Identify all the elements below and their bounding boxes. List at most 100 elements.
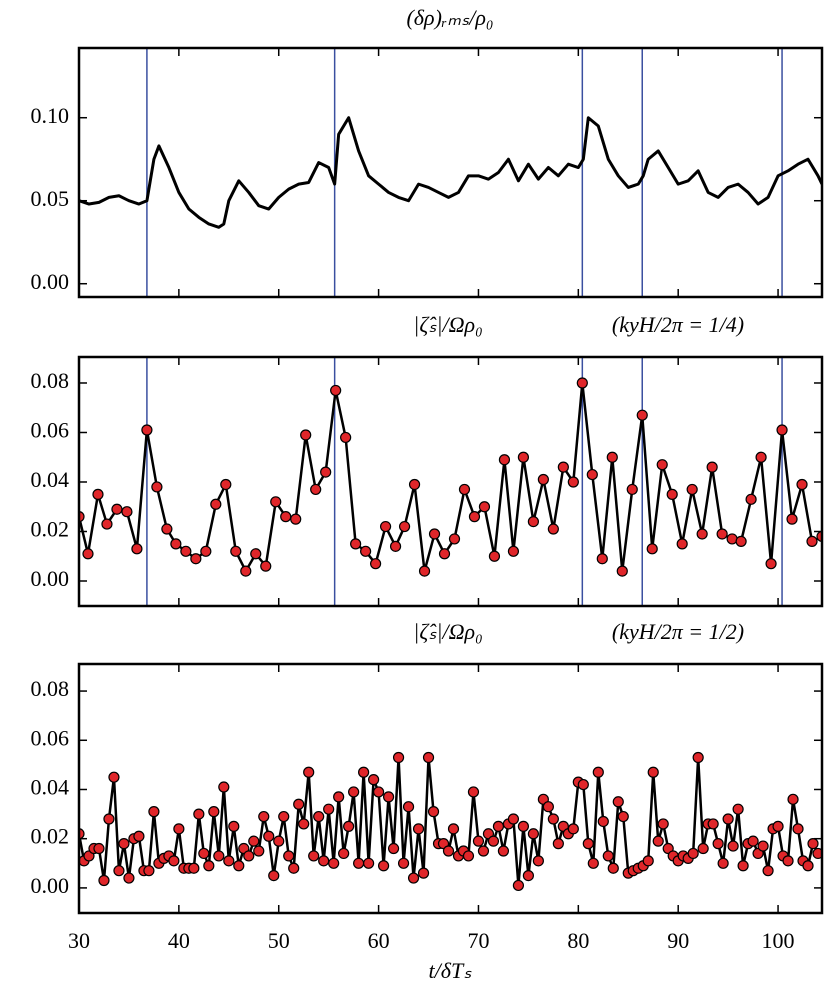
data-point xyxy=(787,793,799,805)
data-point xyxy=(260,560,272,572)
y-tick-label: 0.06 xyxy=(31,725,70,750)
data-point xyxy=(612,796,624,808)
data-point xyxy=(567,476,579,488)
data-point xyxy=(198,847,210,860)
data-point xyxy=(686,483,698,496)
plot-area xyxy=(79,357,822,606)
data-point xyxy=(230,545,242,557)
y-tick-label: 0.06 xyxy=(31,418,70,443)
data-point xyxy=(488,550,501,562)
data-point xyxy=(542,801,554,813)
data-point xyxy=(151,481,163,493)
data-point xyxy=(360,545,372,557)
data-point xyxy=(407,872,420,884)
data-point xyxy=(507,545,520,557)
data-point xyxy=(626,483,638,496)
data-point xyxy=(492,820,505,832)
data-point xyxy=(353,857,365,869)
data-point xyxy=(587,857,599,869)
data-point xyxy=(193,808,205,820)
data-point xyxy=(389,540,402,552)
data-point xyxy=(477,845,490,857)
data-point xyxy=(243,850,255,862)
data-point xyxy=(427,806,440,818)
data-point xyxy=(173,823,185,835)
x-tick-label: 40 xyxy=(168,928,190,953)
x-tick-label: 80 xyxy=(567,928,589,953)
data-point xyxy=(268,870,280,882)
data-point xyxy=(522,870,534,882)
plot-frame xyxy=(77,355,824,608)
data-point xyxy=(747,835,759,847)
data-point xyxy=(161,523,173,535)
data-point xyxy=(293,798,305,810)
data-point xyxy=(148,806,160,818)
data-point xyxy=(398,520,411,533)
plot-area xyxy=(79,664,822,913)
data-point xyxy=(273,835,285,847)
data-point xyxy=(121,506,133,518)
data-point xyxy=(422,751,435,764)
data-point xyxy=(103,813,115,825)
data-point xyxy=(210,498,222,510)
data-point xyxy=(93,842,105,855)
data-point xyxy=(333,791,345,803)
data-point xyxy=(203,860,215,872)
data-point xyxy=(666,488,678,500)
data-point xyxy=(765,558,777,570)
data-point xyxy=(228,820,240,832)
data-point xyxy=(812,847,822,860)
data-point xyxy=(547,523,559,535)
y-tick-label: 0.00 xyxy=(31,566,70,591)
data-point xyxy=(190,553,202,565)
data-point xyxy=(487,835,500,847)
data-point xyxy=(188,862,200,874)
x-tick-label: 70 xyxy=(467,928,489,953)
data-point xyxy=(592,766,604,778)
data-point xyxy=(448,533,461,545)
panel-title: (δρ)ᵣₘₛ/ρ₀ xyxy=(406,5,493,30)
data-point xyxy=(646,543,658,555)
data-point xyxy=(636,409,648,421)
data-point xyxy=(290,513,302,525)
data-point xyxy=(458,483,471,496)
data-point xyxy=(358,766,370,778)
data-point xyxy=(348,786,360,798)
data-point xyxy=(712,838,724,850)
data-point xyxy=(552,838,564,850)
data-point xyxy=(792,823,804,835)
data-point xyxy=(253,845,265,857)
data-point xyxy=(213,850,225,862)
data-point xyxy=(320,466,332,478)
data-point xyxy=(208,806,220,818)
data-point xyxy=(278,810,290,823)
data-point xyxy=(776,424,788,436)
data-point xyxy=(108,771,120,783)
data-point xyxy=(782,855,794,867)
data-point xyxy=(328,857,340,869)
data-point xyxy=(737,860,749,872)
data-point xyxy=(417,867,430,879)
data-point xyxy=(118,838,130,850)
data-point xyxy=(642,855,654,867)
data-point xyxy=(692,751,704,764)
data-point xyxy=(762,865,774,877)
data-point xyxy=(472,835,485,847)
data-point xyxy=(447,823,460,835)
data-point xyxy=(527,828,539,840)
data-point xyxy=(343,820,355,832)
data-point xyxy=(652,835,664,847)
data-point xyxy=(772,820,784,832)
y-tick-label: 0.04 xyxy=(31,467,70,492)
data-point xyxy=(807,838,819,850)
data-point xyxy=(133,830,145,842)
data-point xyxy=(377,860,390,872)
data-point xyxy=(392,751,405,764)
y-tick-label: 0.08 xyxy=(31,368,70,393)
data-point xyxy=(313,810,325,823)
data-point xyxy=(796,478,808,491)
data-point xyxy=(180,545,192,557)
data-point xyxy=(350,538,362,550)
data-point xyxy=(657,818,669,830)
